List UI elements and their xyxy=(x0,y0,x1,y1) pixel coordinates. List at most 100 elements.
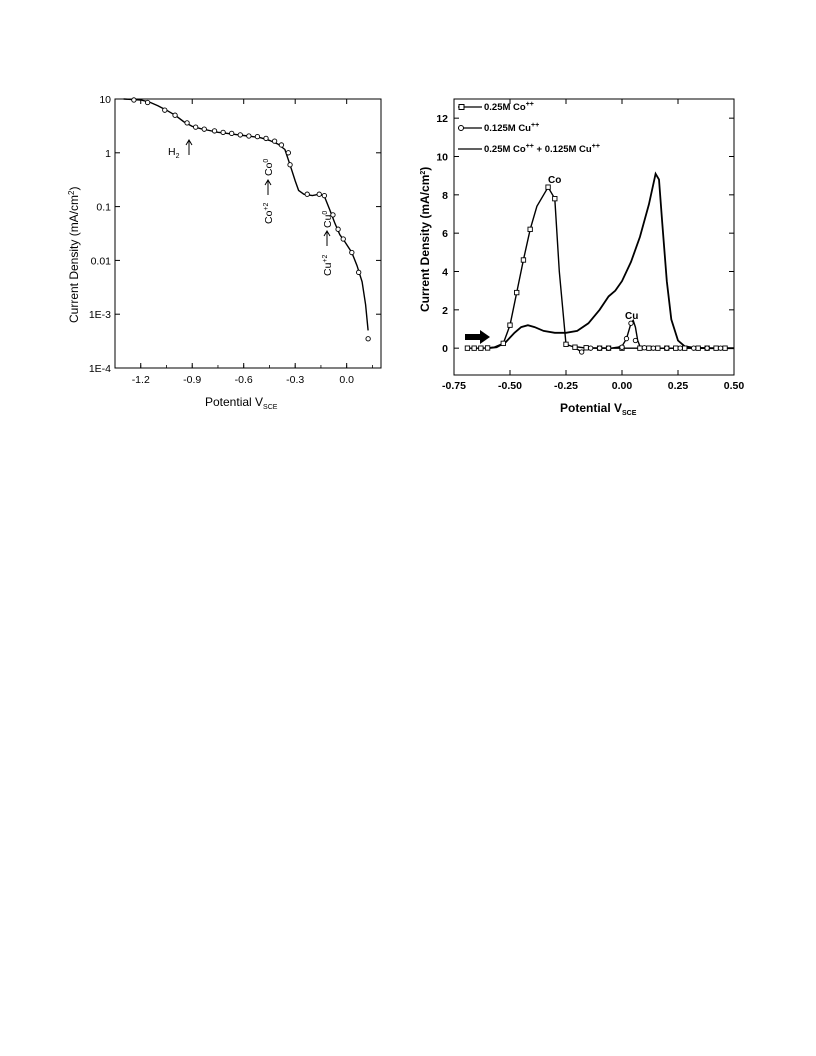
cu0-annotation-main: Cu xyxy=(322,214,334,228)
right-y-title-end: ) xyxy=(418,167,432,171)
right-circle-point xyxy=(587,345,594,351)
right-circle-point xyxy=(579,349,585,355)
right-x-axis-title: Potential VSCE xyxy=(560,401,637,417)
left-y-tick-label: 1E-3 xyxy=(89,309,111,321)
left-x-tick-label: -1.2 xyxy=(132,374,150,386)
right-x-tick-label: 0.50 xyxy=(724,380,745,392)
right-square-point xyxy=(563,341,569,347)
left-x-title-main: Potential V xyxy=(205,395,263,409)
left-x-title-sub: SCE xyxy=(263,404,278,411)
legend-co-sup: ++ xyxy=(526,101,534,108)
right-circle-point xyxy=(717,345,724,351)
left-x-tick-label: -0.6 xyxy=(235,374,253,386)
right-square-point xyxy=(713,345,719,351)
co0-annotation-sup: 0 xyxy=(263,159,270,163)
legend-cu-sup: ++ xyxy=(531,122,539,129)
legend-co-main: 0.25M Co xyxy=(484,102,526,113)
left-y-axis-title: Current Density (mA/cm2) xyxy=(67,187,81,323)
right-square-point xyxy=(583,345,589,351)
left-y-tick-label: 1E-4 xyxy=(89,363,111,375)
right-series-0-line xyxy=(467,185,725,349)
cu-arrow-icon xyxy=(323,230,331,246)
right-series-markers xyxy=(464,184,728,355)
right-square-point xyxy=(655,345,661,351)
legend-circle-marker xyxy=(458,125,464,131)
left-data-point xyxy=(365,336,371,342)
left-data-point xyxy=(349,249,355,256)
right-circle-point xyxy=(632,337,639,344)
cu2-annotation-main: Cu xyxy=(322,262,334,276)
left-data-point xyxy=(144,99,151,106)
right-x-tick-label: 0.25 xyxy=(668,380,689,392)
right-square-point xyxy=(722,345,728,351)
right-circle-point xyxy=(619,344,625,350)
co-peak-label: Co xyxy=(548,175,561,186)
right-x-tick-label: 0.00 xyxy=(612,380,633,392)
left-x-tick-label: 0.0 xyxy=(339,374,354,386)
left-data-point xyxy=(193,124,199,130)
right-y-tick-label: 0 xyxy=(442,343,448,355)
right-square-point xyxy=(695,345,701,351)
left-y-tick-label: 0.1 xyxy=(96,202,111,214)
left-data-point xyxy=(246,133,252,139)
right-legend: 0.25M Co++ 0.125M Cu++ 0.25M Co++ + 0.12… xyxy=(458,101,600,155)
legend-cu-main: 0.125M Cu xyxy=(484,123,531,134)
right-circle-point xyxy=(605,345,612,351)
legend-mix-sup2: ++ xyxy=(592,143,600,150)
right-plot-frame xyxy=(453,98,735,376)
left-data-point xyxy=(211,128,218,134)
right-x-title-sub: SCE xyxy=(622,410,637,417)
left-data-point xyxy=(220,129,226,135)
left-data-point xyxy=(162,107,168,113)
left-data-point xyxy=(254,133,261,140)
right-circle-point xyxy=(596,345,603,351)
right-square-point xyxy=(552,196,558,202)
legend-mix: 0.25M Co++ + 0.125M Cu++ xyxy=(484,143,600,155)
h2-annotation-main: H xyxy=(168,146,176,158)
chart-right: -0.75 -0.50 -0.25 0.00 0.25 0.50 0 2 4 6 8 10 12 0.2… xyxy=(418,98,745,417)
right-square-point xyxy=(545,184,551,190)
right-square-point xyxy=(572,344,578,350)
co-arrow-icon xyxy=(264,179,272,195)
left-data-point xyxy=(229,130,235,136)
right-y-axis-title: Current Density (mA/cm2) xyxy=(418,167,432,312)
right-x-tick-label: -0.50 xyxy=(498,380,522,392)
left-data-point xyxy=(201,126,207,132)
left-data-point xyxy=(172,112,178,118)
right-square-point xyxy=(478,345,484,351)
right-circle-point xyxy=(650,345,657,351)
right-circle-point xyxy=(664,345,670,351)
co2-annotation-main: Co xyxy=(263,210,275,224)
legend-mix-main: 0.25M Co xyxy=(484,144,526,155)
right-y-tick-label: 2 xyxy=(442,305,448,317)
right-square-point xyxy=(646,345,652,351)
h2-annotation: H2 xyxy=(168,146,180,160)
right-y-title-main: Current Density (mA/cm xyxy=(418,175,432,312)
left-y-title-main: Current Density (mA/cm xyxy=(67,195,81,323)
legend-mix-mid: + 0.125M Cu xyxy=(534,144,592,155)
right-x-title-main: Potential V xyxy=(560,401,622,415)
right-y-tick-label: 10 xyxy=(436,152,448,164)
co2-annotation-sup: +2 xyxy=(263,202,270,210)
left-data-point xyxy=(335,226,341,232)
co2-annotation: Co+2 xyxy=(263,202,275,224)
left-x-axis-title: Potential VSCE xyxy=(205,395,278,411)
legend-cu: 0.125M Cu++ xyxy=(484,122,539,134)
right-series-2-line xyxy=(487,171,734,350)
left-data-point xyxy=(263,135,269,142)
h2-annotation-sub: 2 xyxy=(176,153,180,160)
legend-square-marker xyxy=(458,104,465,110)
right-square-point xyxy=(507,322,513,328)
right-y-tick-label: 6 xyxy=(442,228,448,240)
cu2-annotation: Cu+2 xyxy=(322,254,334,276)
right-circle-point xyxy=(677,345,683,351)
left-x-tick-label: -0.9 xyxy=(183,374,201,386)
left-series-markers xyxy=(131,97,371,342)
left-plot-frame xyxy=(114,98,382,369)
legend-mix-sup: ++ xyxy=(526,143,534,150)
right-y-tick-label: 12 xyxy=(436,113,448,125)
h2-arrow-icon xyxy=(185,139,193,155)
right-circle-point xyxy=(704,345,710,351)
right-square-point xyxy=(520,257,527,263)
